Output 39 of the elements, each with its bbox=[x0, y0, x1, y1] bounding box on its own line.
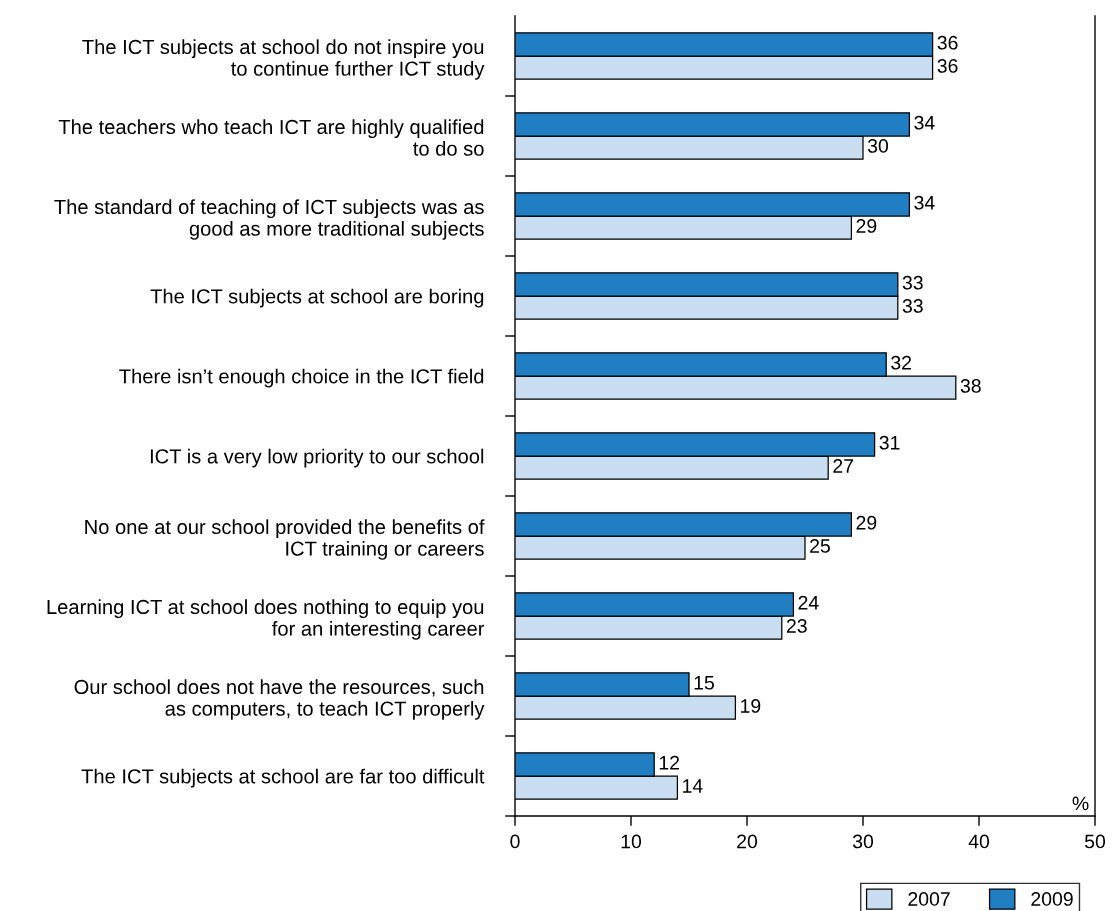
y-tick-label: The ICT subjects at school are boring bbox=[150, 288, 484, 308]
data-label: 33 bbox=[902, 275, 923, 290]
y-tick-label: Learning ICT at school does nothing to equip you for an interesting career bbox=[47, 599, 485, 640]
data-label: 36 bbox=[937, 35, 958, 50]
data-label: 34 bbox=[914, 195, 935, 210]
y-tick-label: There isn’t enough choice in the ICT field bbox=[119, 368, 484, 388]
data-label: 29 bbox=[856, 515, 877, 530]
data-label: 25 bbox=[810, 539, 830, 553]
data-label: 19 bbox=[741, 699, 761, 713]
x-tick-label: 20 bbox=[737, 834, 758, 849]
x-tick-label: 0 bbox=[510, 834, 520, 849]
legend-label: 2009 bbox=[1031, 892, 1073, 906]
legend-label: 2007 bbox=[908, 892, 950, 906]
data-label: 34 bbox=[914, 115, 935, 130]
data-label: 23 bbox=[786, 619, 807, 633]
x-tick-label: 40 bbox=[968, 834, 990, 849]
x-tick-label: 50 bbox=[1084, 834, 1106, 849]
data-label: 32 bbox=[891, 355, 912, 370]
data-label: 38 bbox=[960, 379, 981, 393]
data-label: 15 bbox=[694, 676, 714, 690]
x-tick-label: 30 bbox=[852, 834, 874, 849]
data-label: 31 bbox=[879, 435, 900, 450]
x-tick-label: 10 bbox=[621, 834, 642, 849]
y-tick-label: No one at our school provided the benefits of ICT training or careers bbox=[85, 519, 485, 560]
data-label: 24 bbox=[798, 595, 819, 610]
y-tick-label: The standard of teaching of ICT subjects was as good as more traditional subjects bbox=[54, 199, 484, 240]
data-label: 29 bbox=[856, 219, 877, 233]
x-axis-title: % bbox=[1072, 796, 1089, 811]
y-tick-label: The ICT subjects at school do not inspire you to continue further ICT study bbox=[82, 39, 485, 80]
data-label: 12 bbox=[659, 755, 680, 770]
data-label: 36 bbox=[937, 59, 958, 73]
data-label: 33 bbox=[902, 299, 923, 313]
y-tick-label: The ICT subjects at school are far too difficult bbox=[81, 768, 485, 788]
y-tick-label: ICT is a very low priority to our school bbox=[150, 448, 484, 468]
y-tick-label: Our school does not have the resources, such as computers, to teach ICT properly bbox=[74, 679, 485, 720]
data-label: 30 bbox=[867, 139, 889, 153]
data-label: 14 bbox=[683, 779, 703, 793]
y-tick-label: The teachers who teach ICT are highly qualified to do so bbox=[58, 119, 484, 156]
data-label: 27 bbox=[833, 459, 854, 473]
